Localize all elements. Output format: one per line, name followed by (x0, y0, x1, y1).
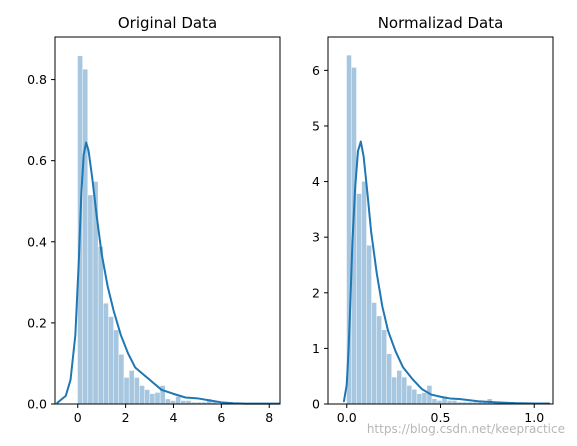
x-tick-label: 6 (217, 410, 225, 425)
y-tick-label: 3 (312, 230, 320, 245)
histogram-bar (457, 402, 462, 404)
histogram-bar (98, 246, 104, 404)
histogram-bar (82, 69, 88, 404)
histogram-bar (361, 181, 367, 404)
histogram-bar (134, 377, 140, 404)
x-tick-label: 0.0 (337, 410, 357, 425)
histogram-bar (427, 385, 432, 404)
plot-frame (54, 36, 281, 405)
histogram-bar (170, 400, 176, 404)
histogram-bar (477, 402, 482, 404)
histogram-bar (447, 400, 452, 404)
histogram-bar (88, 195, 93, 404)
y-tick-label: 0.4 (27, 234, 47, 249)
y-tick-label: 0.2 (27, 315, 47, 330)
y-tick-label: 6 (312, 63, 320, 78)
y-tick-label: 0.8 (27, 72, 47, 87)
histogram-bar (139, 385, 145, 404)
histogram-bar (201, 402, 207, 404)
histogram-bar (432, 399, 437, 404)
x-tick-label: 0.5 (431, 410, 451, 425)
histogram-bar (371, 302, 377, 404)
histogram-bar (442, 396, 447, 404)
histogram-bar (472, 402, 477, 404)
kde-line (56, 141, 280, 405)
y-tick-label: 4 (312, 174, 320, 189)
x-tick-label: 1.0 (524, 410, 544, 425)
histogram-bar (103, 303, 109, 404)
y-tick-label: 0.0 (27, 397, 47, 412)
histogram-bar (196, 402, 202, 404)
y-tick-label: 2 (312, 285, 320, 300)
histogram-bar (467, 402, 472, 404)
histogram-bar (206, 399, 212, 404)
histogram-bar (160, 385, 166, 404)
histogram-bar (129, 370, 135, 404)
histogram-bar (437, 400, 442, 404)
histogram-bar (391, 377, 397, 404)
x-tick-label: 8 (265, 410, 273, 425)
chart-title: Normalizad Data (378, 14, 504, 32)
histogram-bar (351, 67, 357, 404)
histogram-bar (211, 402, 217, 404)
chart-original-data: 0 2 4 6 8 0.0 0.2 0.4 0.6 0.8 Original Data (27, 14, 281, 425)
histogram-bar (422, 392, 427, 404)
histogram-bar (381, 330, 387, 404)
histogram-bar (108, 316, 114, 404)
histogram-bar (181, 400, 186, 404)
histogram-bar (165, 399, 171, 404)
x-tick-label: 4 (170, 410, 178, 425)
histogram-bar (186, 400, 191, 404)
y-tick-label: 5 (312, 118, 320, 133)
histogram-bar (462, 402, 467, 404)
histogram-bar (412, 389, 417, 404)
y-tick-label: 1 (312, 341, 320, 356)
histogram-bar (376, 316, 382, 404)
y-tick-label: 0 (312, 397, 320, 412)
histogram-bar (417, 393, 422, 404)
histogram-bar (356, 193, 362, 404)
histogram-bar (407, 385, 412, 404)
histogram-bar (402, 377, 407, 404)
plot-frame (327, 36, 554, 405)
histogram-bars (346, 55, 497, 404)
histogram-bar (119, 354, 124, 404)
x-tick-label: 0 (74, 410, 82, 425)
histogram-bar (124, 377, 129, 404)
chart-normalized-data: 0.0 0.5 1.0 0 1 2 3 4 5 6 Normalizad Data (312, 14, 554, 425)
histogram-bar (482, 402, 487, 404)
histogram-bar (366, 245, 372, 404)
histogram-bar (113, 330, 119, 404)
histogram-bar (386, 353, 392, 404)
histogram-bar (144, 389, 150, 404)
histogram-bar (452, 400, 457, 404)
histogram-bar (150, 393, 155, 404)
histogram-bar (346, 55, 352, 404)
watermark: https://blog.csdn.net/keepractice (366, 422, 565, 436)
histogram-bar (397, 370, 402, 404)
histogram-bar (93, 181, 98, 404)
histogram-bar (175, 396, 181, 404)
histogram-bar (191, 402, 196, 404)
y-tick-label: 0.6 (27, 153, 47, 168)
chart-title: Original Data (118, 14, 217, 32)
x-tick-label: 2 (122, 410, 130, 425)
histogram-bar (155, 392, 160, 404)
kde-line (342, 140, 551, 405)
